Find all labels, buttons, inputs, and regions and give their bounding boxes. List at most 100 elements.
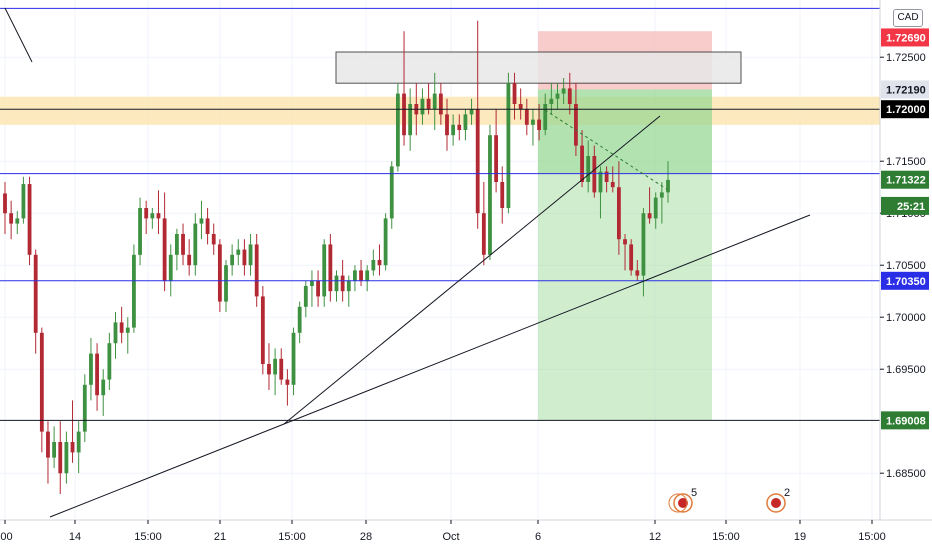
candle xyxy=(432,72,437,130)
candle-body xyxy=(580,145,584,182)
price-tag-target: 1.69008 xyxy=(881,411,929,430)
candle xyxy=(451,114,456,146)
price-tag-last: 1.71322 xyxy=(881,170,929,189)
candle-body xyxy=(408,104,413,136)
candle-body xyxy=(524,109,529,125)
candle-body xyxy=(70,442,75,453)
candle-body xyxy=(438,93,443,115)
candle xyxy=(248,234,253,276)
candle xyxy=(119,306,124,344)
candle-body xyxy=(506,83,511,208)
price-tag-bg xyxy=(881,100,929,119)
candle xyxy=(666,161,670,203)
candle xyxy=(39,327,44,453)
candle-body xyxy=(132,254,136,328)
candle-body xyxy=(224,265,228,302)
candle xyxy=(365,265,370,292)
profit-zone xyxy=(538,89,712,174)
candle-body xyxy=(635,270,640,276)
candle xyxy=(524,98,529,136)
candle xyxy=(285,369,290,406)
candle xyxy=(58,421,63,494)
price-tag-bg xyxy=(881,170,929,189)
candle-body xyxy=(445,114,449,136)
price-tag-label: 1.72190 xyxy=(886,84,926,96)
candle-body xyxy=(273,358,278,375)
candle-body xyxy=(291,332,296,385)
candle xyxy=(647,187,652,224)
candle-body xyxy=(616,187,621,240)
candle-body xyxy=(27,184,32,255)
candle xyxy=(469,98,474,125)
event-marker: 5 xyxy=(668,487,697,513)
candle-body xyxy=(113,322,118,344)
candle-body xyxy=(168,254,173,281)
candle-body xyxy=(653,197,658,219)
candle xyxy=(353,265,357,292)
candle-body xyxy=(574,104,578,146)
candle-body xyxy=(58,442,63,474)
candle xyxy=(457,114,462,141)
candle-body xyxy=(432,93,437,110)
candle-body xyxy=(144,208,149,219)
position-path xyxy=(544,109,669,191)
candle xyxy=(629,239,634,276)
candle xyxy=(236,239,241,266)
candle xyxy=(211,223,216,255)
candle-body xyxy=(193,223,198,266)
candle xyxy=(187,239,192,276)
candle xyxy=(279,348,284,385)
candle xyxy=(659,182,664,224)
event-flag-center xyxy=(771,498,781,508)
candle-body xyxy=(211,234,216,245)
candle-body xyxy=(254,244,259,297)
candle-body xyxy=(205,218,210,234)
candle xyxy=(82,374,87,442)
price-tick-label: 1.69500 xyxy=(886,364,926,376)
candle xyxy=(574,83,578,156)
candle-body xyxy=(592,156,597,193)
candle-body xyxy=(15,218,20,224)
candle-body xyxy=(463,114,468,130)
candle xyxy=(224,260,228,312)
candle xyxy=(132,244,136,333)
candle xyxy=(518,88,523,120)
candle-body xyxy=(567,88,572,104)
candle xyxy=(316,270,320,307)
candle xyxy=(193,213,198,276)
candle-body xyxy=(322,244,327,297)
price-tag-bg xyxy=(881,196,929,215)
candle xyxy=(580,130,584,188)
price-tag-bg xyxy=(881,411,929,430)
candle-body xyxy=(310,280,314,286)
currency-badge[interactable]: CAD xyxy=(893,9,923,27)
candle xyxy=(328,234,333,302)
price-tag-bg xyxy=(881,80,929,99)
candle-body xyxy=(267,364,271,375)
candle-body xyxy=(95,353,99,396)
candle-body xyxy=(494,135,499,182)
candle-body xyxy=(469,109,474,115)
candle-body xyxy=(604,171,609,182)
candle-body xyxy=(64,442,69,474)
candle-body xyxy=(236,249,241,255)
candle-body xyxy=(9,213,14,224)
candle xyxy=(254,234,259,307)
price-tag-line: 1.70350 xyxy=(881,271,929,290)
candle-body xyxy=(629,244,634,271)
candle xyxy=(531,109,535,146)
candle xyxy=(291,327,296,396)
candle xyxy=(162,192,167,292)
candle-body xyxy=(647,213,652,219)
candle xyxy=(27,176,32,266)
candle xyxy=(334,270,339,302)
candle-body xyxy=(353,270,357,281)
candle-body xyxy=(107,343,112,380)
candle xyxy=(623,234,627,271)
candle xyxy=(377,244,382,276)
time-tick-label: :00 xyxy=(0,531,13,543)
event-flag-stack xyxy=(668,493,688,513)
candle xyxy=(125,317,130,354)
candle xyxy=(89,338,93,401)
